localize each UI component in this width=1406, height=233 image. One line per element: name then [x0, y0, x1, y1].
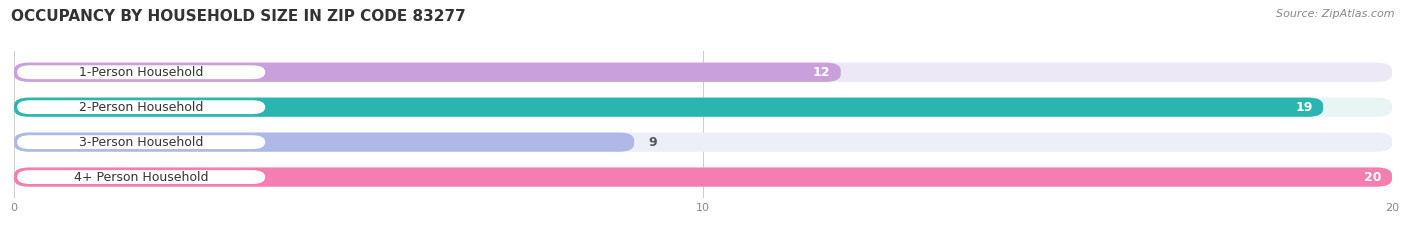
FancyBboxPatch shape	[17, 65, 266, 79]
Text: OCCUPANCY BY HOUSEHOLD SIZE IN ZIP CODE 83277: OCCUPANCY BY HOUSEHOLD SIZE IN ZIP CODE …	[11, 9, 465, 24]
FancyBboxPatch shape	[14, 133, 634, 152]
Text: 20: 20	[1364, 171, 1382, 184]
FancyBboxPatch shape	[17, 135, 266, 149]
FancyBboxPatch shape	[14, 168, 1392, 187]
Text: 2-Person Household: 2-Person Household	[79, 101, 204, 114]
Text: 12: 12	[813, 66, 831, 79]
FancyBboxPatch shape	[14, 98, 1392, 117]
FancyBboxPatch shape	[14, 98, 1323, 117]
Text: 1-Person Household: 1-Person Household	[79, 66, 204, 79]
FancyBboxPatch shape	[14, 133, 1392, 152]
FancyBboxPatch shape	[17, 170, 266, 184]
Text: 9: 9	[648, 136, 657, 149]
Text: 4+ Person Household: 4+ Person Household	[75, 171, 208, 184]
Text: 3-Person Household: 3-Person Household	[79, 136, 204, 149]
FancyBboxPatch shape	[14, 168, 1392, 187]
Text: 19: 19	[1295, 101, 1313, 114]
FancyBboxPatch shape	[17, 100, 266, 114]
FancyBboxPatch shape	[14, 63, 1392, 82]
FancyBboxPatch shape	[14, 63, 841, 82]
Text: Source: ZipAtlas.com: Source: ZipAtlas.com	[1277, 9, 1395, 19]
